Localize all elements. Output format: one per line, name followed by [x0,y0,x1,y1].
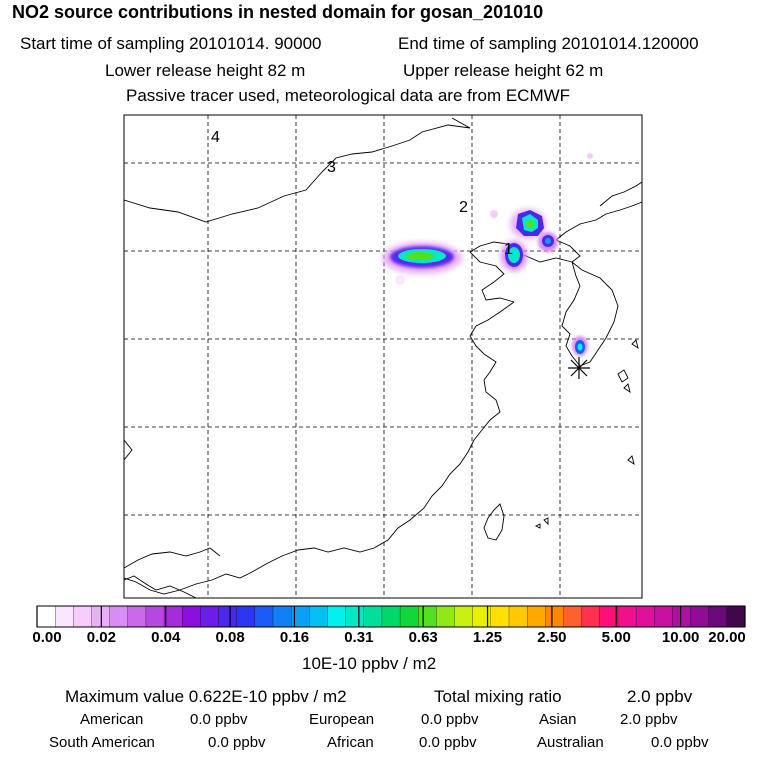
colorbar-cell [236,605,256,628]
colorbar-unit: 10E-10 ppbv / m2 [302,654,437,673]
colorbar-tick-label: 1.25 [472,629,503,646]
map-frame [123,114,643,599]
colorbar-cell [508,605,528,628]
faint-speck [587,153,593,159]
plume-west-peak [406,252,434,260]
asian-value: 2.0 ppbv [620,711,678,728]
american-label: American [80,711,144,728]
colorbar-tick-label: 5.00 [601,629,631,646]
colorbar-major-ticks [36,606,746,627]
colorbar-cell [127,605,147,628]
colorbar-cell [73,605,92,628]
page-title: NO2 source contributions in nested domai… [12,2,544,22]
colorbar-cell [309,605,328,628]
colorbar-cell [581,605,601,628]
african-label: African [327,734,374,751]
asian-label: Asian [539,711,577,728]
colorbar-cells [36,605,746,628]
colorbar-cell [345,605,365,628]
receptor-marker [568,357,590,379]
grid-lines [124,115,642,598]
plume-2-peak [526,220,534,228]
plume-3-core [545,238,551,244]
faint-speck [490,210,498,218]
colorbar-cell [36,605,56,628]
colorbar-tick-label: 0.04 [151,629,181,646]
colorbar-cell [327,605,347,628]
colorbar-cell [55,605,74,628]
colorbar-tick-label: 0.16 [279,629,310,646]
plume-1-core [508,247,520,263]
colorbar-cell [654,605,673,628]
total-mixing-value: 2.0 ppbv [627,687,693,706]
maximum-value-label: Maximum value 0.622E-10 ppbv / m2 [65,687,347,706]
south-american-label: South American [49,734,155,751]
colorbar-cell [454,605,474,628]
colorbar-cell [363,605,383,628]
african-value: 0.0 ppbv [419,734,477,751]
upper-height-label: Upper release height 62 m [403,61,604,80]
colorbar-cell [545,605,564,628]
colorbar-tick-label: 0.31 [344,629,374,646]
region-label-4: 4 [211,129,220,146]
colorbar-cell [182,605,201,628]
colorbar-cell [381,605,401,628]
colorbar-cell [91,605,111,628]
colorbar-cell [527,605,546,628]
info-line: Passive tracer used, meteorological data… [126,86,571,105]
start-time-label: Start time of sampling 20101014. 90000 [20,34,322,53]
colorbar-cell [218,605,238,628]
colorbar-cell [635,605,655,628]
region-labels: 4 3 2 1 [211,129,513,258]
plume-4-core [577,343,583,351]
colorbar-tick-label: 10.00 [661,629,700,646]
lower-height-label: Lower release height 82 m [105,61,306,80]
colorbar-cell [436,605,455,628]
colorbar-cell [145,605,165,628]
colorbar-cell [472,605,492,628]
colorbar-cell [109,605,129,628]
colorbar-cell [399,605,419,628]
colorbar-cell [726,605,746,628]
colorbar-tick-label: 0.08 [215,629,245,646]
colorbar-tick-label: 0.63 [408,629,438,646]
colorbar-cell [563,605,583,628]
colorbar-cell [272,605,292,628]
colorbar-cell [490,605,510,628]
colorbar-cell [708,605,728,628]
colorbar-cell [418,605,437,628]
total-mixing-label: Total mixing ratio [434,687,562,706]
colorbar-tick-label: 0.02 [86,629,116,646]
colorbar-cell [672,605,691,628]
european-label: European [309,711,375,728]
south-american-value: 0.0 ppbv [208,734,266,751]
colorbar-cell [200,605,219,628]
region-label-3: 3 [327,159,336,176]
colorbar-tick-label: 20.00 [708,629,746,646]
region-label-2: 2 [459,199,468,216]
colorbar-tick-label: 0.00 [32,629,62,646]
colorbar-cell [617,605,637,628]
region-label-1: 1 [504,241,513,258]
european-value: 0.0 ppbv [421,711,479,728]
colorbar-cell [254,605,274,628]
colorbar-tick-label: 2.50 [537,629,567,646]
faint-speck [395,275,405,285]
end-time-label: End time of sampling 20101014.120000 [398,34,699,53]
concentration-plumes [382,153,593,356]
australian-value: 0.0 ppbv [651,734,709,751]
colorbar-cell [599,605,619,628]
colorbar-cell [163,605,183,628]
australian-label: Australian [537,734,604,751]
colorbar-cell [690,605,710,628]
american-value: 0.0 ppbv [190,711,248,728]
